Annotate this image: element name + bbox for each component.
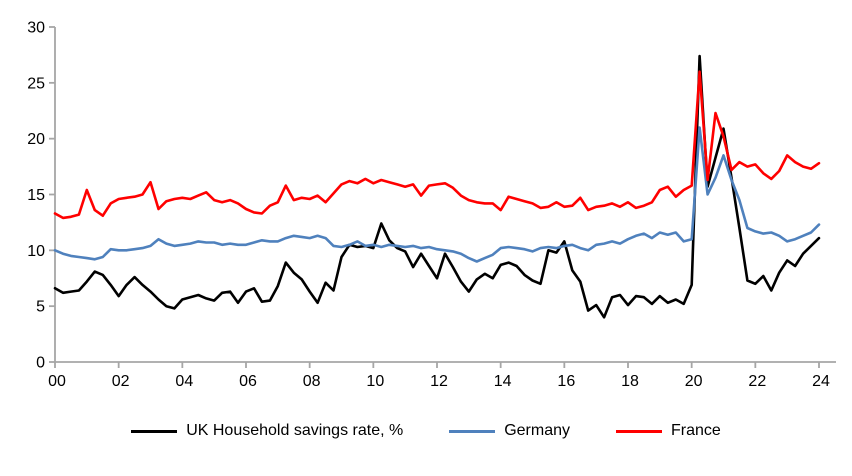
legend-label-france: France <box>671 422 721 439</box>
uk-series-line <box>53 54 821 319</box>
germany-line-swatch <box>449 429 496 433</box>
x-axis-tick-label: 12 <box>430 373 448 390</box>
legend-item-germany: Germany <box>449 422 570 440</box>
legend-label-uk: UK Household savings rate, % <box>186 422 404 439</box>
france-line-swatch <box>616 429 662 433</box>
x-axis-tick-label: 00 <box>48 373 66 390</box>
y-axis-tick-label: 20 <box>27 131 45 148</box>
y-axis-tick-label: 0 <box>36 355 45 372</box>
legend-item-france: France <box>616 422 721 440</box>
chart-legend: UK Household savings rate, % Germany Fra… <box>0 422 852 440</box>
x-axis-tick-label: 08 <box>303 373 321 390</box>
y-axis-tick-label: 15 <box>27 187 45 204</box>
x-axis-tick-label: 22 <box>748 373 766 390</box>
x-axis-tick-label: 04 <box>175 373 193 390</box>
uk-line-swatch <box>131 429 178 433</box>
x-axis-tick-label: 14 <box>494 373 512 390</box>
x-axis-tick-label: 02 <box>112 373 130 390</box>
x-axis-tick-label: 16 <box>557 373 575 390</box>
y-axis-tick-label: 5 <box>36 299 45 316</box>
france-series-line <box>53 70 821 220</box>
x-axis-tick-label: 24 <box>812 373 830 390</box>
y-axis-tick-label: 30 <box>27 20 45 37</box>
germany-series-line <box>53 126 821 263</box>
legend-label-germany: Germany <box>504 422 570 439</box>
x-axis-tick-label: 20 <box>685 373 703 390</box>
x-axis-tick-label: 18 <box>621 373 639 390</box>
y-axis-tick-label: 10 <box>27 243 45 260</box>
chart-plot-area: 0 5 10 15 20 25 30 00 02 04 06 08 10 12 14 16 18 20 22 24 <box>27 20 836 390</box>
y-axis-tick-label: 25 <box>27 75 45 92</box>
legend-item-uk: UK Household savings rate, % <box>131 422 403 440</box>
x-axis-tick-label: 06 <box>239 373 257 390</box>
x-axis-tick-label: 10 <box>366 373 384 390</box>
